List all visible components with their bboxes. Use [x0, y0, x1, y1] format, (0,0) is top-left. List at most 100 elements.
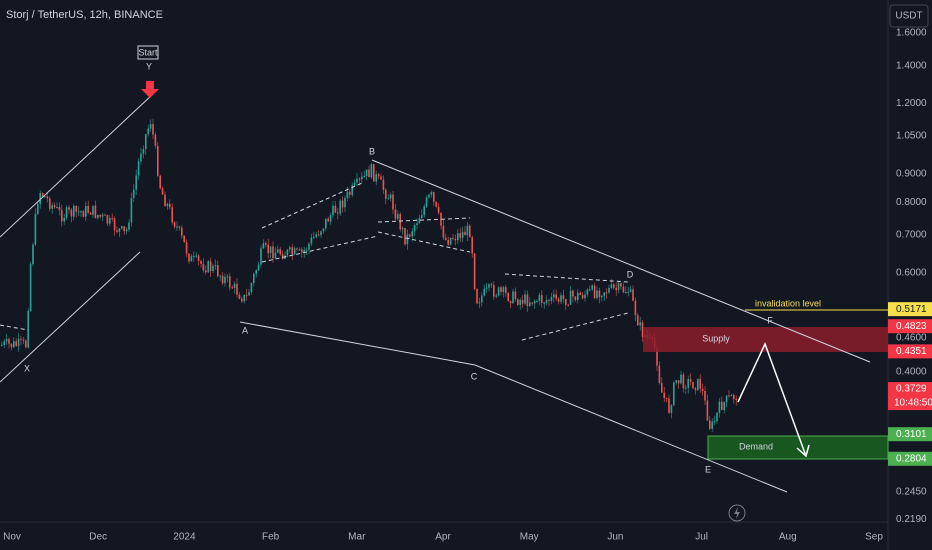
candle — [274, 252, 277, 259]
candle — [689, 379, 692, 382]
candle — [584, 294, 586, 299]
candle — [63, 217, 65, 222]
candle — [353, 182, 356, 186]
price-label: 0.4000 — [896, 367, 927, 378]
candle — [13, 341, 15, 348]
candle — [185, 242, 188, 254]
candle — [219, 275, 221, 277]
candle — [89, 212, 92, 215]
currency[interactable]: USDT — [895, 11, 922, 22]
candle — [617, 283, 620, 291]
candle — [145, 134, 147, 150]
candle — [445, 237, 447, 241]
candle — [53, 205, 56, 208]
candle — [721, 401, 723, 411]
price-tag — [888, 344, 932, 359]
candle — [209, 261, 212, 272]
candle — [692, 381, 694, 389]
candle — [44, 196, 46, 198]
candle — [548, 300, 550, 302]
candle — [20, 338, 22, 340]
candle — [197, 255, 200, 261]
candle — [464, 231, 466, 236]
currency-button[interactable] — [889, 4, 929, 28]
candle — [166, 203, 169, 207]
candle — [716, 412, 718, 422]
candle — [75, 205, 77, 212]
time-label: Nov — [3, 532, 21, 543]
candle — [85, 205, 87, 217]
candle — [461, 231, 464, 238]
candle — [337, 212, 339, 214]
candle — [521, 299, 524, 304]
candle — [627, 291, 629, 293]
candle — [514, 291, 517, 300]
candle — [713, 421, 716, 423]
candle — [433, 192, 435, 202]
time-label: Apr — [435, 532, 451, 543]
candle — [543, 302, 545, 304]
candle — [142, 149, 145, 154]
symbol-title: Storj / TetherUS, 12h, BINANCE — [6, 9, 163, 21]
candle — [82, 211, 85, 217]
price-tag — [888, 319, 932, 334]
candle — [661, 383, 663, 393]
candle — [586, 289, 589, 295]
candle — [469, 225, 471, 238]
candle — [697, 378, 699, 391]
candle — [152, 124, 154, 135]
candle — [668, 398, 670, 413]
candle — [447, 240, 449, 245]
candle — [615, 287, 617, 291]
candle — [735, 398, 737, 400]
arrow-head — [796, 444, 810, 458]
candle — [385, 189, 387, 199]
candle — [608, 287, 610, 293]
candle — [507, 292, 509, 302]
candle — [65, 207, 68, 218]
candle — [92, 205, 94, 215]
candle — [193, 255, 195, 257]
candle — [221, 275, 224, 284]
candle — [397, 214, 399, 219]
candle — [449, 237, 452, 245]
candle — [457, 233, 459, 241]
candle — [709, 420, 711, 429]
candle — [663, 392, 665, 398]
candle — [377, 174, 380, 177]
candle — [392, 194, 394, 210]
candle — [365, 169, 368, 176]
candle — [257, 264, 260, 271]
time-label: May — [520, 532, 539, 543]
candle — [281, 254, 284, 259]
candle — [389, 194, 392, 199]
annotation-c: C — [471, 371, 478, 381]
candle — [526, 294, 529, 307]
candle — [34, 213, 37, 245]
candle — [207, 261, 209, 273]
candle — [553, 294, 555, 298]
candle — [248, 292, 250, 296]
candle — [718, 401, 721, 413]
candle — [241, 298, 243, 302]
candle — [356, 178, 358, 183]
candle — [428, 194, 430, 198]
candle — [413, 225, 416, 232]
candle — [454, 239, 457, 241]
candle — [212, 265, 214, 272]
candle — [404, 227, 406, 245]
candle — [425, 197, 428, 207]
candle — [725, 395, 728, 403]
candle — [245, 294, 248, 296]
candle — [137, 161, 140, 176]
candle — [1, 344, 3, 346]
candle — [305, 249, 308, 251]
candle — [140, 153, 142, 162]
candle — [159, 175, 161, 189]
candle — [565, 298, 567, 305]
price-label: 1.2000 — [896, 98, 927, 109]
candle — [37, 204, 39, 214]
price-label: 0.4600 — [896, 332, 927, 343]
